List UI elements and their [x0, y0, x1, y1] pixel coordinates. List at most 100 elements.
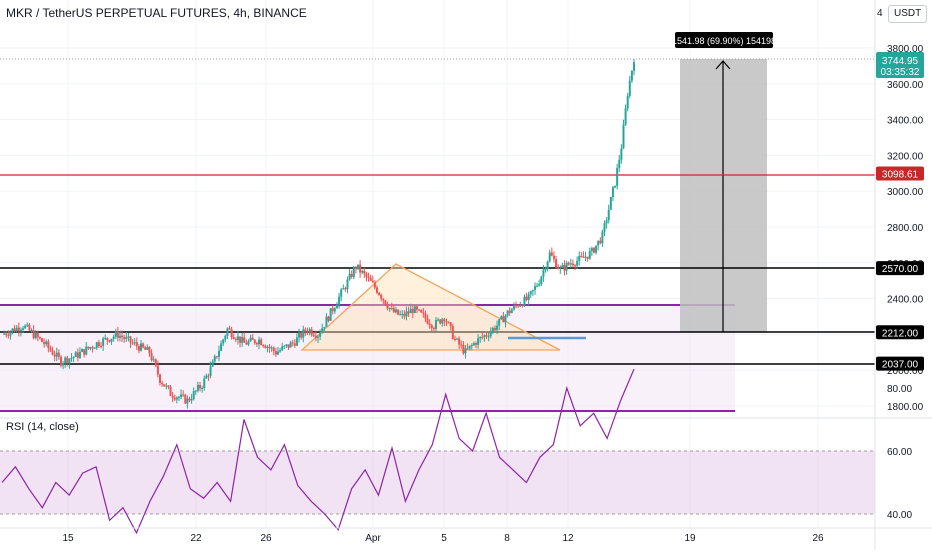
candle-body: [199, 384, 202, 389]
candle-body: [500, 316, 503, 320]
candle-body: [281, 346, 284, 351]
candle-body: [169, 387, 172, 396]
candle-body: [597, 240, 600, 246]
candle-body: [81, 349, 84, 352]
level-price-tag: [876, 261, 924, 276]
candle-body: [161, 382, 164, 385]
candle-body: [152, 359, 155, 361]
candle-body: [68, 358, 71, 364]
symbol-title[interactable]: MKR / TetherUS PERPETUAL FUTURES, 4h, BI…: [6, 6, 307, 20]
candle-body: [295, 337, 298, 346]
candle-body: [241, 337, 244, 343]
last-price-countdown: 03:35:32: [881, 67, 920, 78]
candle-body: [110, 338, 113, 342]
candle-body: [626, 95, 629, 109]
candle-body: [574, 265, 577, 267]
candle-body: [245, 342, 248, 345]
candle-body: [43, 342, 46, 345]
candle-body: [590, 247, 593, 252]
scale-prefix: 4: [877, 8, 883, 19]
candle-body: [287, 344, 290, 348]
candle-body: [592, 247, 595, 253]
candle-body: [485, 335, 488, 337]
candle-body: [622, 124, 625, 149]
candle-body: [449, 322, 452, 327]
range-box[interactable]: [0, 305, 735, 411]
candle-body: [630, 70, 633, 81]
candle-body: [527, 294, 530, 300]
price-tick-label: 2000.00: [887, 366, 924, 377]
candle-body: [544, 268, 547, 270]
candle-body: [439, 319, 442, 324]
candle-body: [340, 289, 343, 297]
candle-body: [186, 398, 189, 404]
candle-body: [354, 267, 357, 269]
candle-body: [251, 337, 254, 340]
candle-body: [266, 346, 269, 348]
time-tick-label: 26: [812, 533, 824, 544]
candle-body: [333, 308, 336, 312]
candle-body: [47, 341, 50, 348]
currency-button[interactable]: USDT: [888, 5, 928, 23]
time-tick-label: 15: [62, 533, 74, 544]
candle-body: [7, 334, 10, 336]
candle-body: [298, 333, 301, 338]
candle-body: [595, 245, 598, 253]
candle-body: [571, 263, 574, 266]
candle-body: [293, 343, 296, 346]
candle-body: [445, 320, 448, 323]
candle-body: [184, 394, 187, 404]
candle-body: [601, 231, 604, 244]
candle-body: [329, 308, 332, 321]
candle-body: [217, 350, 220, 357]
candle-body: [561, 265, 564, 268]
candle-body: [163, 384, 166, 387]
time-axis[interactable]: 15 22 26 Apr 5 8 12 19 26: [62, 533, 824, 544]
candle-body: [369, 277, 372, 281]
rsi-axis[interactable]: 80.00 60.00 40.00: [887, 384, 912, 521]
level-price-tag: [876, 356, 924, 371]
candle-body: [378, 292, 381, 296]
rsi-title[interactable]: RSI (14, close): [6, 421, 79, 433]
candle-body: [540, 276, 543, 285]
candle-body: [468, 345, 471, 349]
candle-body: [64, 357, 67, 364]
candle-body: [434, 320, 437, 329]
candle-body: [472, 343, 475, 346]
time-tick-label: 8: [504, 533, 510, 544]
candle-body: [89, 347, 92, 349]
candle-body: [194, 390, 197, 392]
candle-body: [285, 344, 288, 346]
candle-body: [557, 267, 560, 269]
candle-body: [432, 328, 435, 330]
candle-body: [258, 339, 261, 345]
time-tick-label: 26: [260, 533, 272, 544]
last-price-tag: [876, 52, 924, 78]
candle-body: [207, 375, 210, 377]
candle-body: [239, 336, 242, 343]
time-tick-label: 12: [562, 533, 574, 544]
candle-body: [588, 251, 591, 259]
candle-body: [118, 335, 121, 338]
candle-body: [616, 167, 619, 186]
candle-body: [188, 398, 191, 401]
level-price-label: 2212.00: [882, 328, 919, 339]
measure-arrowhead: [715, 60, 731, 70]
candle-body: [489, 331, 492, 337]
candle-body: [430, 325, 433, 329]
candle-body: [563, 265, 566, 271]
candle-body: [36, 332, 39, 338]
candle-body: [234, 338, 237, 340]
candle-body: [114, 331, 117, 337]
price-tick-label: 3000.00: [887, 187, 924, 198]
candle-body: [59, 356, 62, 366]
candle-body: [416, 306, 419, 310]
candle-body: [552, 255, 555, 260]
candle-body: [215, 356, 218, 358]
candle-body: [253, 339, 256, 344]
candle-body: [496, 325, 499, 331]
candle-body: [504, 315, 507, 323]
candle-body: [100, 345, 103, 347]
